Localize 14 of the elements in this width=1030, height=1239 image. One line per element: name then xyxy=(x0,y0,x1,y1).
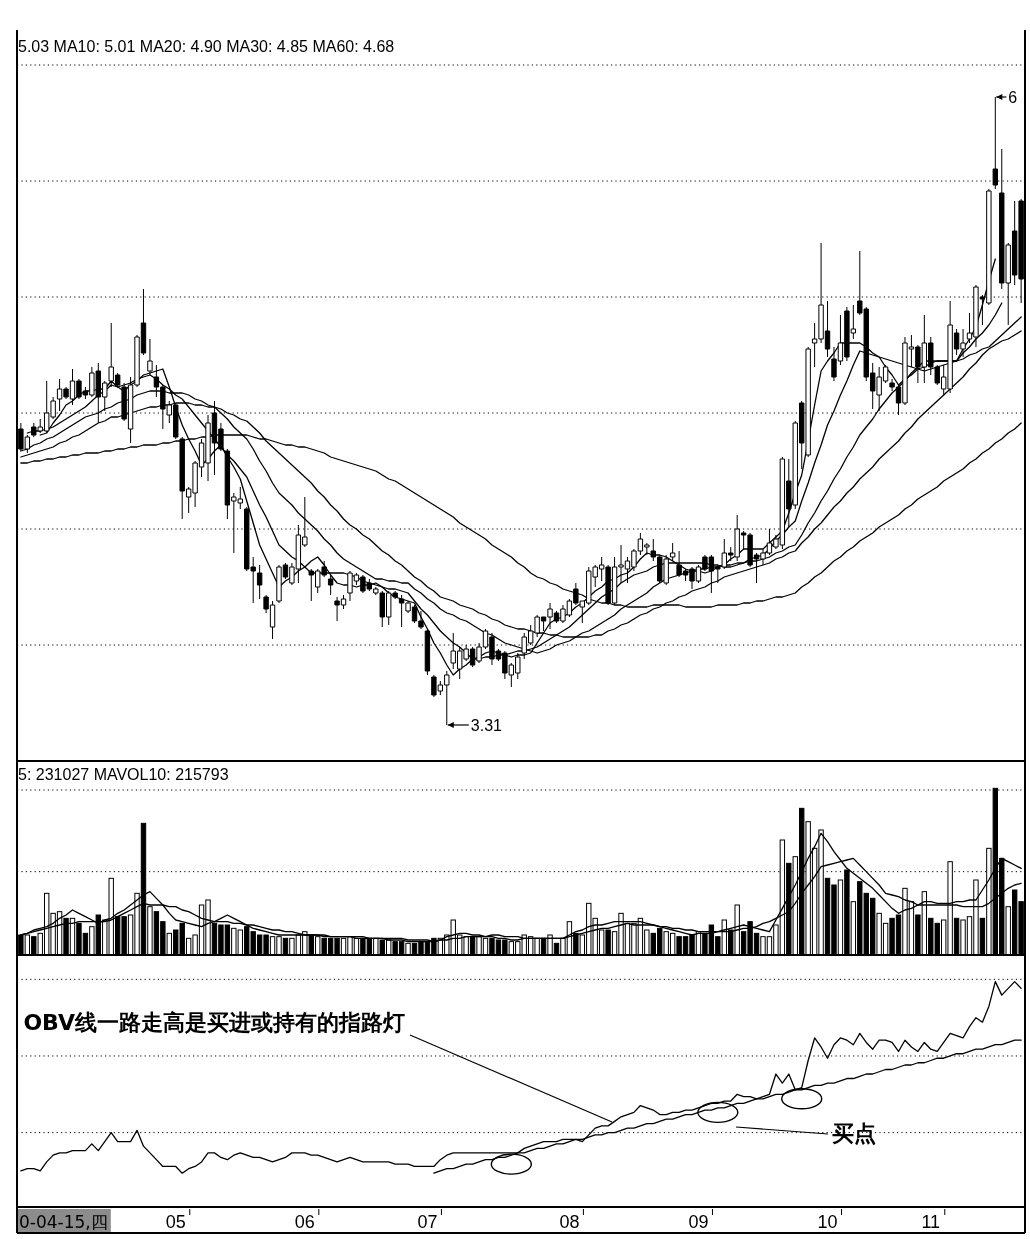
chart-title: 5.03 MA10: 5.01 MA20: 4.90 MA30: 4.85 MA60: 4.68 xyxy=(18,38,395,55)
annotation: OBV线一路走高是买进或持有的指路灯 xyxy=(23,1010,405,1035)
x-tick-label: 08 xyxy=(559,1212,580,1232)
chart-title: 5: 231027 MAVOL10: 215793 xyxy=(18,766,229,783)
annotation: 买点 xyxy=(832,1121,876,1146)
x-tick-label: 05 xyxy=(165,1212,186,1232)
text: 0-04-15,四 xyxy=(19,1212,108,1232)
annotation: 6 xyxy=(1008,89,1018,106)
x-tick-label: 10 xyxy=(817,1212,838,1232)
x-tick-label: 06 xyxy=(294,1212,315,1232)
x-tick-label: 07 xyxy=(417,1212,438,1232)
x-tick-label: 11 xyxy=(921,1212,941,1232)
annotation: 3.31 xyxy=(470,717,503,734)
x-tick-label: 09 xyxy=(688,1212,709,1232)
